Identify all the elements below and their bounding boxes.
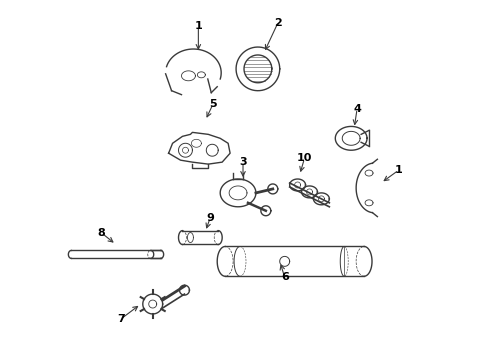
Text: 1: 1 <box>395 165 403 175</box>
Text: 6: 6 <box>281 272 289 282</box>
Text: 5: 5 <box>209 99 217 109</box>
Text: 2: 2 <box>274 18 282 28</box>
Text: 1: 1 <box>195 21 202 31</box>
Text: 10: 10 <box>297 153 312 163</box>
Text: 8: 8 <box>97 228 105 238</box>
Text: 4: 4 <box>353 104 361 113</box>
Text: 7: 7 <box>117 314 125 324</box>
Text: 9: 9 <box>206 213 214 223</box>
Text: 3: 3 <box>239 157 247 167</box>
